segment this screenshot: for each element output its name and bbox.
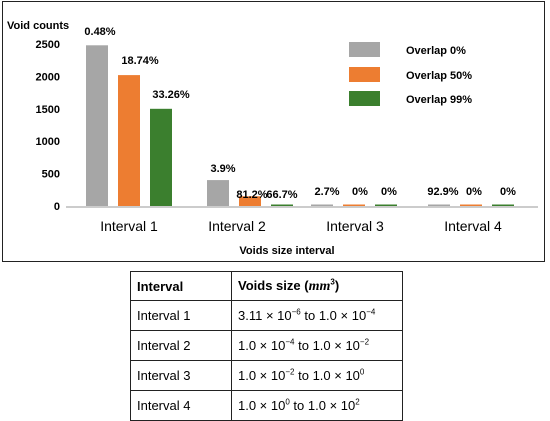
size-to-exponent: 2 — [355, 397, 360, 407]
y-axis-label: Void counts — [7, 20, 69, 32]
table-row: Interval 3 1.0 × 10−2 to 1.0 × 100 — [130, 360, 403, 391]
table-body: Interval 1 3.11 × 10−6 to 1.0 × 10−4 Inter… — [130, 300, 403, 421]
x-axis-label: Voids size interval — [239, 245, 334, 257]
bar — [118, 75, 140, 206]
size-from-exponent: 0 — [285, 397, 290, 407]
size-to: 1.0 × 10 — [312, 368, 360, 383]
table-header-interval: Interval — [130, 271, 232, 301]
data-label: 0% — [381, 186, 397, 198]
table-cell-voids-size: 1.0 × 10−2 to 1.0 × 100 — [231, 360, 403, 391]
bar — [311, 204, 333, 206]
bar — [460, 204, 482, 206]
y-tick-label: 2000 — [36, 71, 60, 83]
table-header-size-label: Voids size — [238, 277, 301, 293]
y-tick-label: 500 — [42, 169, 60, 181]
chart-container: Void counts 0 500 1000 1500 2000 2500 0.48% 3.9%… — [2, 1, 545, 262]
table-header-unit-exp: 3 — [330, 277, 335, 287]
size-from-exponent: −6 — [291, 307, 301, 317]
size-connector: to — [289, 398, 308, 413]
bar — [150, 108, 172, 206]
table-row: Interval 2 1.0 × 10−4 to 1.0 × 10−2 — [130, 330, 403, 361]
size-from-exponent: −4 — [285, 337, 295, 347]
size-from: 1.0 × 10 — [238, 338, 286, 353]
data-label: 2.7% — [314, 186, 339, 198]
size-to-exponent: −2 — [359, 337, 370, 347]
x-tick-label: Interval 2 — [208, 218, 266, 234]
size-connector: to — [294, 368, 313, 383]
table-header-unit: mm — [308, 278, 331, 294]
bar — [343, 204, 365, 206]
legend-swatch — [349, 42, 380, 57]
size-from: 3.11 × 10 — [238, 308, 292, 323]
bar — [428, 204, 450, 206]
table-cell-interval: Interval 3 — [130, 360, 232, 391]
data-label: 18.74% — [121, 55, 159, 67]
data-label: 0% — [500, 186, 516, 198]
legend-swatch — [349, 67, 380, 82]
size-connector: to — [300, 308, 319, 323]
y-tick-label: 1500 — [36, 104, 60, 116]
x-tick-label: Interval 1 — [100, 218, 158, 234]
bar — [375, 204, 397, 206]
size-connector: to — [294, 338, 313, 353]
data-label: 81.2% — [236, 189, 267, 201]
void-size-interval-table: Interval Voids size (mm3) Interval 1 3.11… — [130, 271, 403, 421]
y-tick-label: 2500 — [36, 39, 60, 51]
size-to-exponent: 0 — [359, 367, 365, 377]
data-label: 92.9% — [427, 186, 458, 198]
bar — [207, 180, 229, 206]
size-to-exponent: −4 — [366, 307, 376, 317]
size-from-exponent: −2 — [285, 367, 295, 377]
data-label: 33.26% — [152, 89, 190, 101]
table-cell-voids-size: 1.0 × 100 to 1.0 × 102 — [231, 390, 403, 421]
table-header-voids-size: Voids size (mm3) — [231, 271, 403, 301]
table-cell-interval: Interval 1 — [130, 300, 232, 331]
table-row: Interval 1 3.11 × 10−6 to 1.0 × 10−4 — [130, 300, 403, 331]
legend-label: Overlap 50% — [406, 70, 472, 82]
size-to: 1.0 × 10 — [312, 338, 360, 353]
table-cell-interval: Interval 4 — [130, 390, 232, 421]
bar — [86, 45, 108, 206]
data-label: 0.48% — [84, 26, 115, 38]
y-tick-label: 0 — [54, 201, 60, 213]
bar — [271, 204, 293, 206]
size-to: 1.0 × 10 — [318, 308, 367, 323]
void-counts-bar-chart: Void counts 0 500 1000 1500 2000 2500 0.48% 3.9%… — [7, 20, 538, 257]
data-label: 66.7% — [266, 189, 297, 201]
x-tick-label: Interval 4 — [444, 218, 502, 234]
y-tick-label: 1000 — [36, 136, 60, 148]
bar — [492, 204, 514, 206]
x-tick-label: Interval 3 — [326, 218, 384, 234]
data-label: 0% — [466, 186, 482, 198]
table-row: Interval 4 1.0 × 100 to 1.0 × 102 — [130, 390, 403, 421]
legend-label: Overlap 0% — [406, 45, 466, 57]
data-label: 3.9% — [210, 163, 235, 175]
table-cell-voids-size: 1.0 × 10−4 to 1.0 × 10−2 — [231, 330, 403, 361]
size-to: 1.0 × 10 — [307, 398, 356, 413]
table-cell-voids-size: 3.11 × 10−6 to 1.0 × 10−4 — [231, 300, 403, 331]
legend-swatch — [349, 91, 380, 106]
size-from: 1.0 × 10 — [238, 368, 286, 383]
bar — [239, 196, 261, 206]
table-header-row: Interval Voids size (mm3) — [130, 271, 403, 301]
table-cell-interval: Interval 2 — [130, 330, 232, 361]
legend-label: Overlap 99% — [406, 94, 472, 106]
size-from: 1.0 × 10 — [238, 398, 286, 413]
data-label: 0% — [352, 186, 368, 198]
